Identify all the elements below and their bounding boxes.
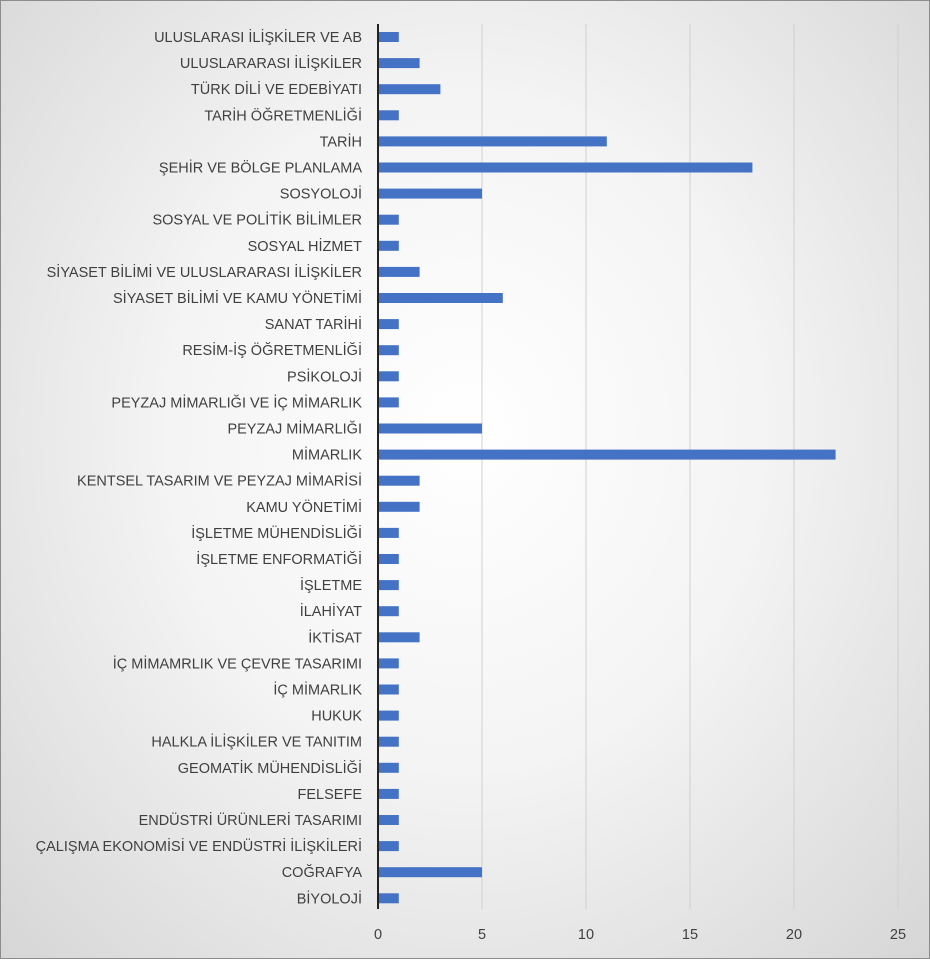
bar	[378, 162, 753, 173]
category-label: İŞLETME MÜHENDİSLİĞİ	[191, 524, 362, 542]
bar	[378, 371, 399, 382]
bar	[378, 762, 399, 773]
category-label: SOSYAL VE POLİTİK BİLİMLER	[152, 211, 362, 229]
bar	[378, 136, 607, 147]
category-label: ÇALIŞMA EKONOMİSİ VE ENDÜSTRİ İLİŞKİLERİ	[36, 837, 362, 855]
bar	[378, 423, 482, 434]
bar	[378, 684, 399, 695]
x-tick-label: 15	[682, 927, 698, 943]
x-tick-label: 5	[478, 927, 486, 943]
category-label: İÇ MİMARLIK	[273, 681, 362, 699]
category-label: ENDÜSTRİ ÜRÜNLERİ TASARIMI	[139, 811, 362, 829]
category-label: PEYZAJ MİMARLIĞI	[227, 420, 362, 438]
bar	[378, 240, 399, 251]
category-label: İŞLETME	[300, 576, 362, 594]
category-label: TARİH	[320, 132, 362, 150]
category-label: TARİH ÖĞRETMENLİĞİ	[204, 106, 362, 124]
category-label: KAMU YÖNETİMİ	[246, 498, 362, 516]
bar	[378, 397, 399, 408]
bar	[378, 475, 420, 486]
category-label: ULUSLARARASI İLİŞKİLER	[180, 54, 362, 72]
bar	[378, 84, 441, 95]
x-axis-tick-labels: 0 5 10 15 20 25	[374, 927, 906, 943]
bar	[378, 449, 836, 460]
category-label: TÜRK DİLİ VE EDEBİYATI	[191, 80, 362, 98]
category-label: İLAHİYAT	[300, 602, 362, 620]
bars	[378, 32, 836, 904]
bar	[378, 788, 399, 799]
bar	[378, 501, 420, 512]
category-label: HALKLA İLİŞKİLER VE TANITIM	[151, 733, 362, 751]
category-label: RESİM-İŞ ÖĞRETMENLİĞİ	[182, 341, 362, 359]
category-label: SOSYOLOJİ	[280, 185, 362, 203]
category-label: SİYASET BİLİMİ VE ULUSLARARASI İLİŞKİLER	[47, 263, 362, 281]
bar	[378, 527, 399, 538]
bar	[378, 188, 482, 199]
bar	[378, 606, 399, 617]
category-label: HUKUK	[311, 709, 362, 725]
category-label: COĞRAFYA	[282, 864, 363, 881]
category-label: SANAT TARİHİ	[265, 315, 362, 333]
bar	[378, 815, 399, 825]
bar	[378, 710, 399, 721]
bar	[378, 110, 399, 121]
category-label: GEOMATİK MÜHENDİSLİĞİ	[178, 759, 362, 777]
category-label: BİYOLOJİ	[297, 889, 362, 907]
category-label: İŞLETME ENFORMATİĞİ	[196, 550, 362, 568]
category-label: İKTİSAT	[308, 628, 362, 646]
bar	[378, 319, 399, 330]
bar	[378, 580, 399, 591]
bar	[378, 345, 399, 356]
category-label: MİMARLIK	[292, 446, 362, 464]
bar	[378, 736, 399, 747]
category-label: ŞEHİR VE BÖLGE PLANLAMA	[159, 159, 362, 177]
category-label: PEYZAJ MİMARLIĞI VE İÇ MİMARLIK	[111, 393, 362, 411]
bar	[378, 58, 420, 69]
x-tick-label: 10	[578, 927, 594, 943]
category-label: İÇ MİMAMRLIK VE ÇEVRE TASARIMI	[113, 654, 362, 672]
bar	[378, 214, 399, 225]
bar	[378, 893, 399, 904]
bar	[378, 266, 420, 277]
category-label: KENTSEL TASARIM VE PEYZAJ MİMARİSİ	[77, 472, 362, 490]
bar	[378, 632, 420, 643]
x-tick-label: 25	[890, 927, 906, 943]
category-label: SOSYAL HİZMET	[248, 237, 363, 255]
category-labels: ULUSLARASI İLİŞKİLER VE AB ULUSLARARASI İ…	[36, 28, 363, 907]
category-label: SİYASET BİLİMİ VE KAMU YÖNETİMİ	[113, 289, 362, 307]
bar	[378, 841, 399, 852]
bar	[378, 293, 503, 303]
grid-lines	[481, 24, 899, 909]
bar	[378, 867, 482, 878]
x-tick-label: 20	[786, 927, 802, 943]
category-label: ULUSLARASI İLİŞKİLER VE AB	[154, 28, 362, 46]
category-label: FELSEFE	[298, 787, 363, 803]
bar	[378, 32, 399, 42]
x-tick-label: 0	[374, 927, 382, 943]
category-label: PSİKOLOJİ	[287, 367, 362, 385]
bar	[378, 554, 399, 564]
bar	[378, 658, 399, 669]
